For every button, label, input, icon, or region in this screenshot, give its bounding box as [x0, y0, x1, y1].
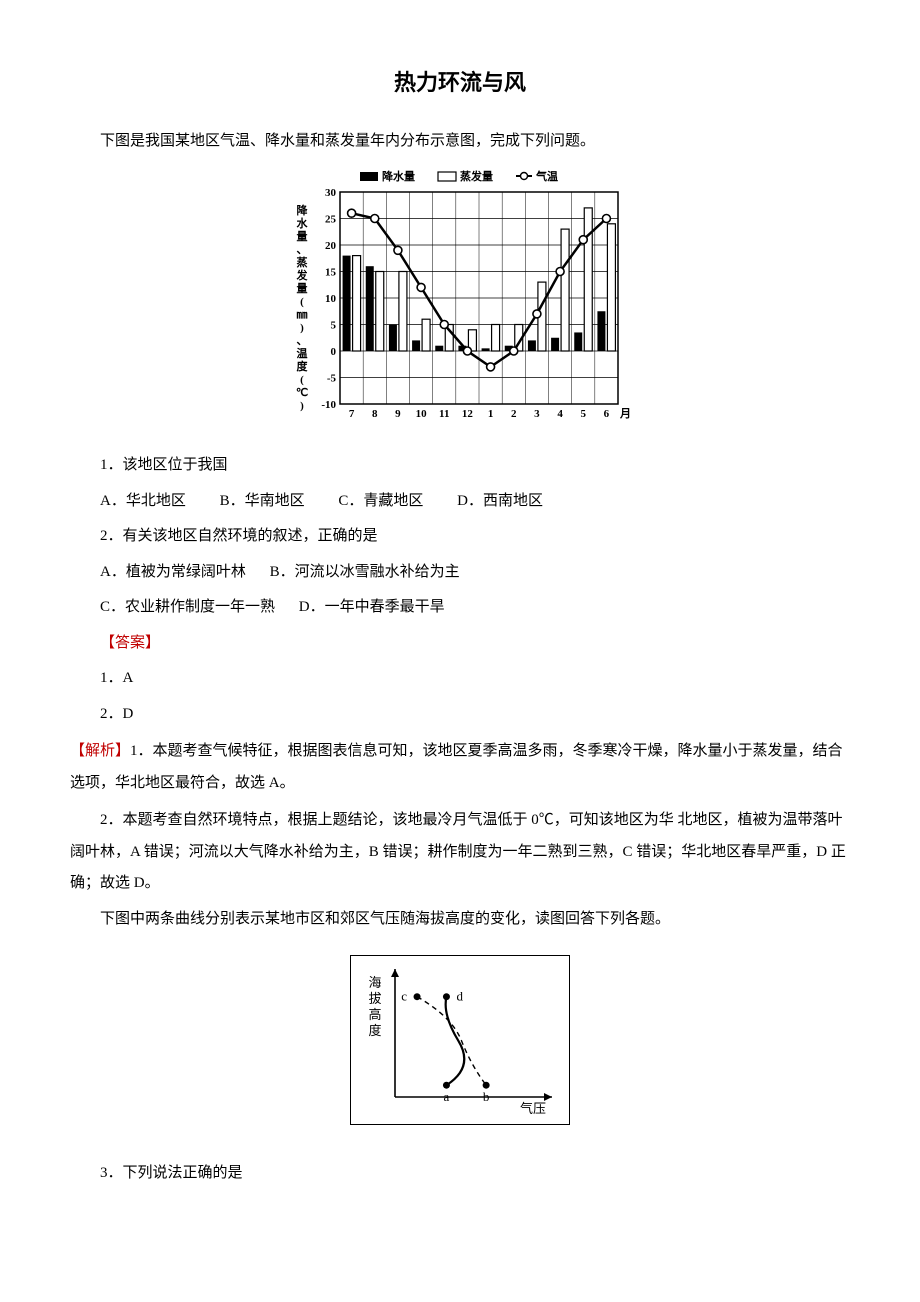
question-1-options: A．华北地区 B．华南地区 C．青藏地区 D．西南地区 — [70, 486, 850, 518]
svg-text:度: 度 — [297, 359, 309, 373]
answer-label: 【答案】 — [70, 628, 850, 660]
page-title: 热力环流与风 — [70, 60, 850, 106]
svg-text:a: a — [444, 1089, 450, 1104]
svg-text:10: 10 — [416, 408, 428, 420]
svg-text:5: 5 — [581, 408, 587, 420]
svg-text:度: 度 — [368, 1023, 381, 1038]
svg-text:10: 10 — [325, 293, 337, 305]
svg-text:气压: 气压 — [520, 1101, 546, 1116]
svg-text:-10: -10 — [321, 399, 336, 411]
question-2: 2．有关该地区自然环境的叙述，正确的是 — [70, 521, 850, 553]
q1-opt-b: B．华南地区 — [220, 493, 305, 509]
intro-2: 下图中两条曲线分别表示某地市区和郊区气压随海拔高度的变化，读图回答下列各题。 — [70, 904, 850, 936]
svg-text:30: 30 — [325, 187, 337, 199]
svg-text:15: 15 — [325, 266, 337, 278]
svg-text:、: 、 — [297, 335, 308, 347]
svg-text:): ) — [300, 400, 304, 412]
q1-opt-d: D．西南地区 — [457, 493, 543, 509]
svg-text:-5: -5 — [327, 372, 337, 384]
analysis-label: 【解析】 — [70, 743, 130, 759]
svg-text:降水量: 降水量 — [382, 169, 415, 183]
pressure-diagram: a b c d 气压 海拔高度 — [70, 955, 850, 1138]
svg-text:温: 温 — [297, 346, 308, 360]
svg-text:7: 7 — [349, 408, 355, 420]
svg-text:2: 2 — [511, 408, 517, 420]
svg-text:、: 、 — [297, 244, 308, 256]
svg-text:(: ( — [300, 296, 304, 308]
climate-chart: -10-5051015202530789101112123456月份降水量蒸发量… — [70, 168, 850, 441]
svg-text:1: 1 — [488, 408, 494, 420]
svg-text:0: 0 — [331, 346, 337, 358]
svg-text:5: 5 — [331, 319, 337, 331]
svg-text:9: 9 — [395, 408, 401, 420]
svg-text:㎜: ㎜ — [297, 309, 308, 321]
svg-text:b: b — [483, 1089, 490, 1104]
question-1: 1．该地区位于我国 — [70, 450, 850, 482]
svg-text:d: d — [456, 989, 463, 1004]
intro-text: 下图是我国某地区气温、降水量和蒸发量年内分布示意图，完成下列问题。 — [70, 126, 850, 158]
pressure-diagram-svg: a b c d 气压 海拔高度 — [350, 955, 570, 1125]
svg-text:25: 25 — [325, 213, 337, 225]
svg-text:气温: 气温 — [535, 169, 558, 183]
svg-text:6: 6 — [604, 408, 610, 420]
analysis-2: 2．本题考查自然环境特点，根据上题结论，该地最冷月气温低于 0℃，可知该地区为华… — [70, 805, 850, 900]
analysis-1-text: 1．本题考查气候特征，根据图表信息可知，该地区夏季高温多雨，冬季寒冷干燥，降水量… — [70, 743, 843, 791]
svg-text:c: c — [401, 989, 407, 1004]
svg-text:11: 11 — [439, 408, 449, 420]
svg-text:蒸发量: 蒸发量 — [460, 169, 493, 183]
svg-text:20: 20 — [325, 240, 337, 252]
svg-text:拔: 拔 — [368, 991, 381, 1006]
svg-text:降: 降 — [297, 203, 309, 217]
svg-text:月份: 月份 — [619, 406, 630, 420]
svg-text:): ) — [300, 322, 304, 334]
q1-opt-c: C．青藏地区 — [338, 493, 423, 509]
svg-text:3: 3 — [534, 408, 540, 420]
svg-text:(: ( — [300, 374, 304, 386]
svg-text:8: 8 — [372, 408, 378, 420]
svg-text:发: 发 — [296, 268, 309, 282]
analysis-1: 【解析】1．本题考查气候特征，根据图表信息可知，该地区夏季高温多雨，冬季寒冷干燥… — [70, 736, 850, 799]
svg-text:12: 12 — [462, 408, 474, 420]
svg-text:蒸: 蒸 — [297, 255, 308, 269]
q2-opt-c: C．农业耕作制度一年一熟 — [100, 599, 275, 615]
question-2-options-row1: A．植被为常绿阔叶林 B．河流以冰雪融水补给为主 — [70, 557, 850, 589]
svg-text:高: 高 — [368, 1007, 381, 1022]
q2-opt-b: B．河流以冰雪融水补给为主 — [270, 564, 460, 580]
climate-chart-svg: -10-5051015202530789101112123456月份降水量蒸发量… — [290, 168, 630, 428]
svg-text:水: 水 — [297, 216, 309, 230]
svg-text:量: 量 — [297, 282, 308, 295]
svg-text:4: 4 — [557, 408, 563, 420]
question-3: 3．下列说法正确的是 — [70, 1158, 850, 1190]
question-2-options-row2: C．农业耕作制度一年一熟 D．一年中春季最干旱 — [70, 592, 850, 624]
answer-1: 1．A — [70, 663, 850, 695]
svg-text:量: 量 — [297, 230, 308, 243]
answer-2: 2．D — [70, 699, 850, 731]
q1-opt-a: A．华北地区 — [100, 493, 186, 509]
q2-opt-d: D．一年中春季最干旱 — [299, 599, 445, 615]
svg-text:℃: ℃ — [296, 387, 308, 399]
svg-text:海: 海 — [368, 975, 381, 990]
q2-opt-a: A．植被为常绿阔叶林 — [100, 564, 246, 580]
